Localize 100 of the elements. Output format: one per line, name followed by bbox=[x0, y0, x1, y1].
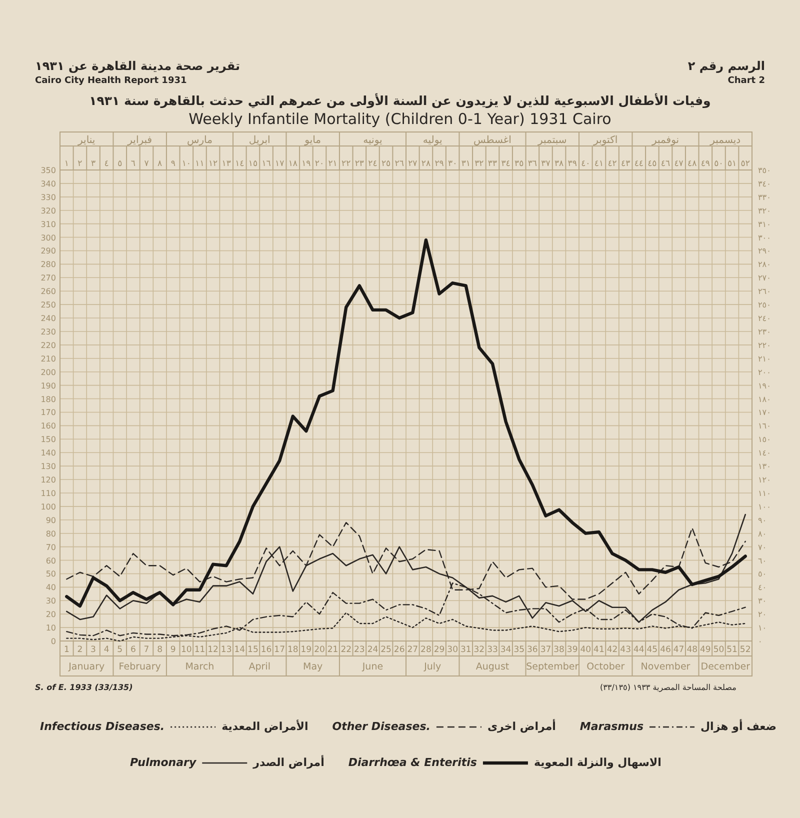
x-tick-label: 37 bbox=[540, 645, 552, 655]
x2-tick-label: ٤٨ bbox=[688, 159, 698, 169]
text: September bbox=[526, 662, 579, 673]
y-tick-label: 310 bbox=[40, 220, 56, 229]
x2-tick-label: ١٥ bbox=[248, 159, 258, 169]
text: فبراير bbox=[126, 134, 152, 146]
y2-tick-label: ٢٣٠ bbox=[758, 327, 771, 336]
y-tick-label: 170 bbox=[40, 408, 56, 418]
legend-label: Infectious Diseases. bbox=[40, 720, 165, 733]
caption: Chart 2 bbox=[728, 76, 765, 86]
y2-tick-label: ٢٩٠ bbox=[758, 246, 771, 256]
x-tick-label: 44 bbox=[633, 645, 644, 655]
y-tick-label: 90 bbox=[46, 516, 56, 525]
x-tick-label: 29 bbox=[434, 645, 445, 655]
x-tick-label: 26 bbox=[394, 645, 405, 655]
x2-tick-label: ٦ bbox=[130, 159, 136, 169]
x-tick-label: 47 bbox=[673, 645, 684, 655]
y-tick-label: 50 bbox=[46, 570, 56, 579]
legend-label: Other Diseases. bbox=[332, 720, 430, 733]
y2-tick-label: ٣٥٠ bbox=[758, 166, 771, 175]
x-tick-label: 42 bbox=[606, 645, 618, 655]
y-tick-label: 270 bbox=[40, 274, 56, 283]
x2-tick-label: ١٤ bbox=[235, 159, 244, 169]
y2-tick-label: ٤٠ bbox=[758, 583, 767, 592]
text: May bbox=[303, 662, 324, 673]
x2-tick-label: ٥٢ bbox=[740, 159, 750, 169]
y2-tick-label: ٢٧٠ bbox=[758, 274, 771, 283]
y2-tick-label: ١٦٠ bbox=[758, 422, 771, 431]
y2-tick-label: ١٥٠ bbox=[758, 435, 771, 444]
x2-tick-label: ٣١ bbox=[461, 159, 470, 169]
text: الرسم رقم ٢ bbox=[688, 59, 765, 73]
y-tick-label: 70 bbox=[46, 542, 56, 552]
x2-tick-label: ٤٤ bbox=[634, 159, 644, 169]
x-tick-label: 38 bbox=[554, 645, 564, 655]
y2-tick-label: ٢٤٠ bbox=[758, 314, 771, 324]
text: تقرير صحة مدينة القاهرة عن ١٩٣١ bbox=[35, 59, 240, 73]
x2-tick-label: ٢٠ bbox=[314, 159, 324, 169]
x-tick-label: 18 bbox=[287, 645, 298, 655]
x-tick-label: 12 bbox=[208, 645, 218, 655]
y-tick-label: 320 bbox=[40, 206, 56, 216]
x2-tick-label: ٤٠ bbox=[581, 159, 590, 169]
y-tick-label: 250 bbox=[40, 300, 56, 310]
x-tick-label: 2 bbox=[77, 645, 83, 655]
y-tick-label: 30 bbox=[46, 596, 56, 606]
x2-tick-label: ٤٧ bbox=[674, 159, 684, 169]
x-tick-label: 51 bbox=[726, 645, 738, 655]
x2-tick-label: ٢٣ bbox=[354, 159, 364, 169]
y2-tick-label: ٠ bbox=[758, 637, 762, 646]
x2-tick-label: ٥١ bbox=[727, 159, 737, 169]
y2-tick-label: ١١٠ bbox=[758, 488, 771, 498]
y2-tick-label: ٩٠ bbox=[758, 516, 767, 525]
x2-tick-label: ٤١ bbox=[594, 159, 604, 169]
x-tick-label: 33 bbox=[487, 645, 498, 655]
y-tick-label: 0 bbox=[50, 637, 56, 646]
y-tick-label: 10 bbox=[46, 624, 56, 633]
x-tick-label: 21 bbox=[327, 645, 338, 655]
y2-tick-label: ١٤٠ bbox=[758, 448, 771, 458]
text: سبتمبر bbox=[537, 134, 567, 146]
x-tick-label: 52 bbox=[740, 645, 751, 655]
text: April bbox=[248, 662, 270, 673]
legend-label: Pulmonary bbox=[130, 756, 197, 769]
x-tick-label: 22 bbox=[340, 645, 352, 655]
x2-tick-label: ١٧ bbox=[275, 159, 285, 169]
text: الأمراض المعدية bbox=[222, 720, 308, 733]
text: أمراض الصدر bbox=[253, 756, 324, 769]
x-tick-label: 24 bbox=[367, 645, 378, 655]
y2-tick-label: ٥٠ bbox=[758, 570, 767, 579]
y2-tick-label: ١٢٠ bbox=[758, 476, 771, 485]
text: يوليه bbox=[422, 134, 443, 146]
y-tick-label: 340 bbox=[40, 179, 56, 188]
y-tick-label: 190 bbox=[40, 381, 56, 390]
text: مايو bbox=[304, 134, 322, 146]
x2-tick-label: ١٦ bbox=[262, 159, 272, 169]
text: Cairo City Health Report 1931 bbox=[35, 76, 187, 86]
y-tick-label: 160 bbox=[40, 422, 56, 431]
legend-label: Diarrhœa & Enteritis bbox=[348, 756, 478, 769]
x2-tick-label: ١٩ bbox=[302, 159, 312, 169]
text: January bbox=[68, 662, 105, 673]
x2-tick-label: ٢٦ bbox=[394, 159, 404, 169]
y2-tick-label: ٣٢٠ bbox=[758, 206, 771, 216]
x-tick-label: 36 bbox=[527, 645, 538, 655]
y2-tick-label: ٣١٠ bbox=[758, 220, 771, 229]
text: August bbox=[476, 662, 510, 673]
y2-tick-label: ١٧٠ bbox=[758, 408, 771, 418]
x-tick-label: 1 bbox=[64, 645, 70, 655]
x2-tick-label: ٢٨ bbox=[421, 159, 431, 169]
text: يناير bbox=[77, 134, 96, 146]
y-tick-label: 200 bbox=[40, 368, 56, 377]
text: July bbox=[423, 662, 442, 673]
y-tick-label: 80 bbox=[46, 529, 56, 538]
x-tick-label: 8 bbox=[157, 645, 163, 655]
y-tick-label: 120 bbox=[40, 476, 56, 485]
text: مارس bbox=[187, 134, 212, 146]
x2-tick-label: ٣٠ bbox=[448, 159, 458, 169]
y2-tick-label: ٨٠ bbox=[758, 529, 767, 538]
x-tick-label: 16 bbox=[260, 645, 272, 655]
y-tick-label: 220 bbox=[40, 340, 56, 350]
x-tick-label: 9 bbox=[170, 645, 176, 655]
x-tick-label: 40 bbox=[580, 645, 592, 655]
y2-tick-label: ٢٠ bbox=[758, 610, 767, 620]
